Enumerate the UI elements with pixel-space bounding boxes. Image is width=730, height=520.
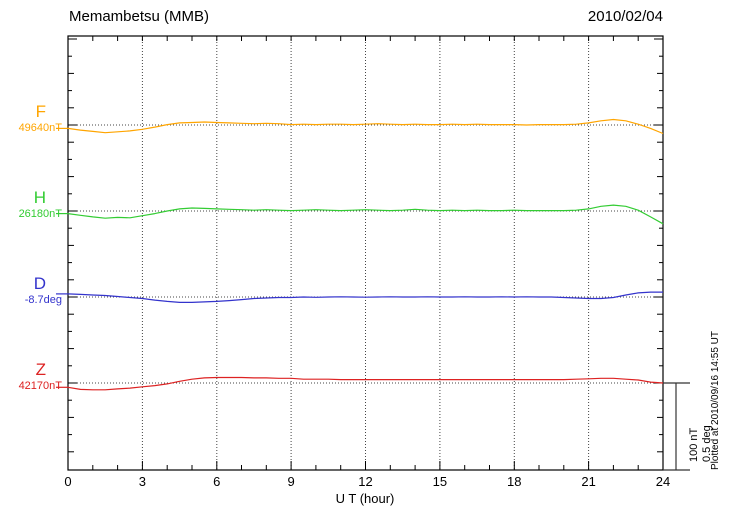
x-tick-label: 15 <box>432 474 448 489</box>
trace-D <box>67 291 663 303</box>
x-tick-label: 0 <box>64 474 72 489</box>
x-axis-title: U T (hour) <box>335 491 395 506</box>
channel-reference-value-H: 26180nT <box>18 208 62 220</box>
x-tick-label: 18 <box>507 474 522 489</box>
scale-bar <box>663 382 690 471</box>
trace-F <box>67 118 664 135</box>
channel-label-Z: Z 42170nT <box>0 360 62 393</box>
channel-label-F: F 49640nT <box>0 102 62 135</box>
gridlines <box>68 36 663 470</box>
date-label: 2010/02/04 <box>587 8 663 25</box>
channel-label-H: H 26180nT <box>0 188 62 221</box>
x-tick-label: 6 <box>213 474 221 489</box>
channel-reference-value-D: -8.7deg <box>24 294 62 306</box>
plotted-at-label: Plotted at 2010/09/16 14:55 UT <box>710 331 721 470</box>
trace-Z <box>67 376 664 391</box>
trace-H <box>67 204 664 225</box>
channel-reference-value-F: 49640nT <box>18 122 62 134</box>
x-tick-label: 12 <box>358 474 373 489</box>
channel-letter-D: D <box>33 274 46 293</box>
channel-letter-Z: Z <box>35 360 46 379</box>
x-tick-label: 3 <box>138 474 146 489</box>
x-tick-label: 9 <box>287 474 295 489</box>
x-tick-label: 21 <box>581 474 596 489</box>
x-tick-label: 24 <box>655 474 671 489</box>
channel-letter-F: F <box>35 102 46 121</box>
page-title: Memambetsu (MMB) <box>69 8 210 25</box>
scale-label-nt: 100 nT <box>688 427 700 462</box>
channel-letter-H: H <box>33 188 46 207</box>
channel-label-D: D -8.7deg <box>0 274 62 307</box>
plot-frame <box>67 35 664 471</box>
channel-reference-value-Z: 42170nT <box>18 380 62 392</box>
